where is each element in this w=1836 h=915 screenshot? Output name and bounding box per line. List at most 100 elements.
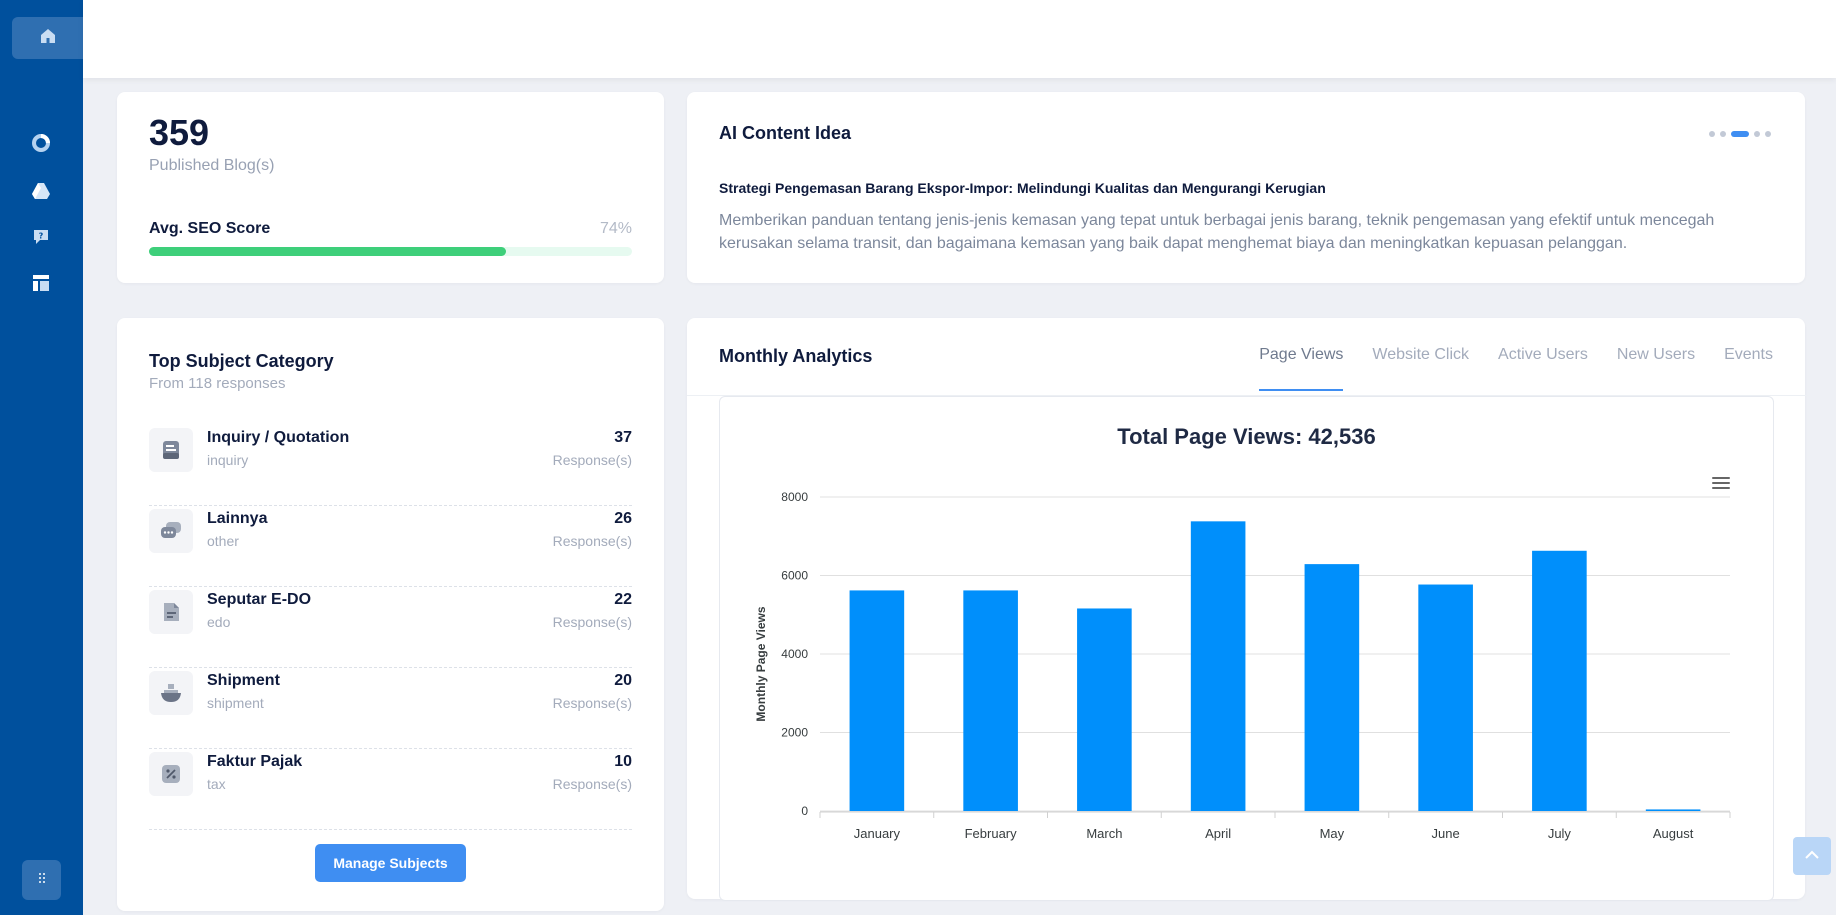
chevron-up-icon [1805,847,1819,865]
subject-count-unit: Response(s) [552,776,632,792]
ai-content-headline: Strategi Pengemasan Barang Ekspor-Impor:… [719,180,1326,196]
y-tick-label: 6000 [781,569,808,583]
sidebar: ? [0,0,83,915]
monthly-analytics-card: Monthly Analytics Page Views Website Cli… [687,318,1808,901]
x-tick-label: August [1653,826,1694,841]
seo-score-progress-bar [149,247,632,256]
ship-icon [149,671,193,715]
tab-events[interactable]: Events [1724,346,1773,363]
bar-july [1532,550,1587,811]
grid-dots-icon [36,871,48,889]
subject-key: edo [207,614,231,630]
analytics-tabs: Page Views Website Click Active Users Ne… [1259,346,1773,391]
bar-march [1077,608,1132,811]
carousel-dot[interactable] [1754,131,1760,137]
chart-menu-icon[interactable] [1712,477,1730,491]
x-tick-label: March [1086,826,1122,841]
chart-title: Total Page Views: 42,536 [1117,424,1376,449]
subject-name: Inquiry / Quotation [207,429,350,446]
chart-container: Total Page Views: 42,536 0 2000 4000 6000 80… [719,396,1774,901]
subject-row[interactable]: Lainnya other 26 Response(s) [149,506,632,587]
seo-score-value: 74% [599,220,632,237]
subject-key: inquiry [207,452,249,468]
manage-subjects-button[interactable]: Manage Subjects [315,844,466,882]
subject-key: other [207,533,239,549]
published-blog-count: 359 [149,112,210,153]
bar-chart: 0 2000 4000 6000 8000 January February March Apr… [754,490,1731,841]
x-tick-label: April [1205,826,1231,841]
analytics-title: Monthly Analytics [719,346,873,366]
carousel-indicators [1709,131,1771,137]
carousel-dot[interactable] [1709,131,1715,137]
subject-count: 22 [614,591,632,608]
bar-april [1190,521,1246,811]
subject-row[interactable]: Inquiry / Quotation inquiry 37 Response(… [149,425,632,506]
home-icon [39,27,57,50]
help-chat-icon: ? [32,228,50,251]
chat-bubbles-icon [149,509,193,553]
carousel-dot[interactable] [1720,131,1726,137]
y-tick-label: 2000 [781,726,808,740]
tab-page-views[interactable]: Page Views [1259,346,1344,391]
sidebar-item-analytics[interactable] [28,132,54,158]
subject-count: 26 [614,510,632,527]
bar-january [849,590,905,811]
subject-name: Seputar E-DO [207,591,312,608]
sidebar-toggle-button[interactable] [22,860,61,900]
x-tick-label: January [854,826,901,841]
subject-name: Shipment [207,672,280,689]
subject-name: Lainnya [207,510,268,527]
layout-icon [32,274,50,297]
bar-february [963,590,1018,811]
subject-row[interactable]: Seputar E-DO edo 22 Response(s) [149,587,632,668]
subject-row[interactable]: Shipment shipment 20 Response(s) [149,668,632,749]
subject-count: 37 [614,429,632,446]
seo-score-label: Avg. SEO Score [149,220,271,237]
ai-content-description: Memberikan panduan tentang jenis-jenis k… [719,212,1715,252]
x-tick-label: May [1320,826,1345,841]
sidebar-item-faq[interactable]: ? [28,226,54,252]
x-tick-label: July [1548,826,1572,841]
subject-count-unit: Response(s) [552,533,632,549]
document-icon [149,590,193,634]
sidebar-item-drive[interactable] [28,180,54,206]
scroll-to-top-button[interactable] [1793,837,1831,875]
x-tick-label: June [1432,826,1460,841]
drive-icon [31,182,51,205]
bar-june [1418,584,1473,811]
tab-website-click[interactable]: Website Click [1372,346,1470,363]
svg-text:?: ? [39,231,44,240]
subject-key: tax [207,776,226,792]
carousel-dot-active[interactable] [1731,131,1749,137]
bar-august [1645,809,1701,811]
sidebar-item-home[interactable] [12,17,83,59]
published-blog-label: Published Blog(s) [149,157,275,174]
subject-card-title: Top Subject Category [149,351,334,371]
y-tick-label: 8000 [781,490,808,504]
subject-name: Faktur Pajak [207,753,303,770]
tabs-divider [687,395,1808,396]
subject-count-unit: Response(s) [552,614,632,630]
inbox-icon [149,428,193,472]
bar-may [1304,564,1360,811]
ai-content-idea-card: AI Content Idea Strategi Pengemasan Bara… [687,92,1805,283]
carousel-dot[interactable] [1765,131,1771,137]
subject-card-subtitle: From 118 responses [149,375,286,392]
subject-row[interactable]: Faktur Pajak tax 10 Response(s) [149,749,632,830]
tab-new-users[interactable]: New Users [1616,346,1696,363]
y-tick-label: 0 [801,804,808,818]
x-tick-label: February [965,826,1018,841]
blog-stats-card: 359 Published Blog(s) Avg. SEO Score 74% [117,92,664,283]
percent-icon [149,752,193,796]
top-bar [83,0,1836,78]
tab-active-users[interactable]: Active Users [1498,346,1588,363]
pie-chart-icon [31,133,51,158]
ai-content-title: AI Content Idea [719,123,852,143]
subject-key: shipment [207,695,264,711]
subject-count: 20 [614,672,632,689]
subject-count-unit: Response(s) [552,695,632,711]
seo-score-progress-fill [149,247,507,256]
y-axis-title: Monthly Page Views [754,606,768,721]
sidebar-item-layout[interactable] [28,272,54,298]
y-tick-label: 4000 [781,647,808,661]
